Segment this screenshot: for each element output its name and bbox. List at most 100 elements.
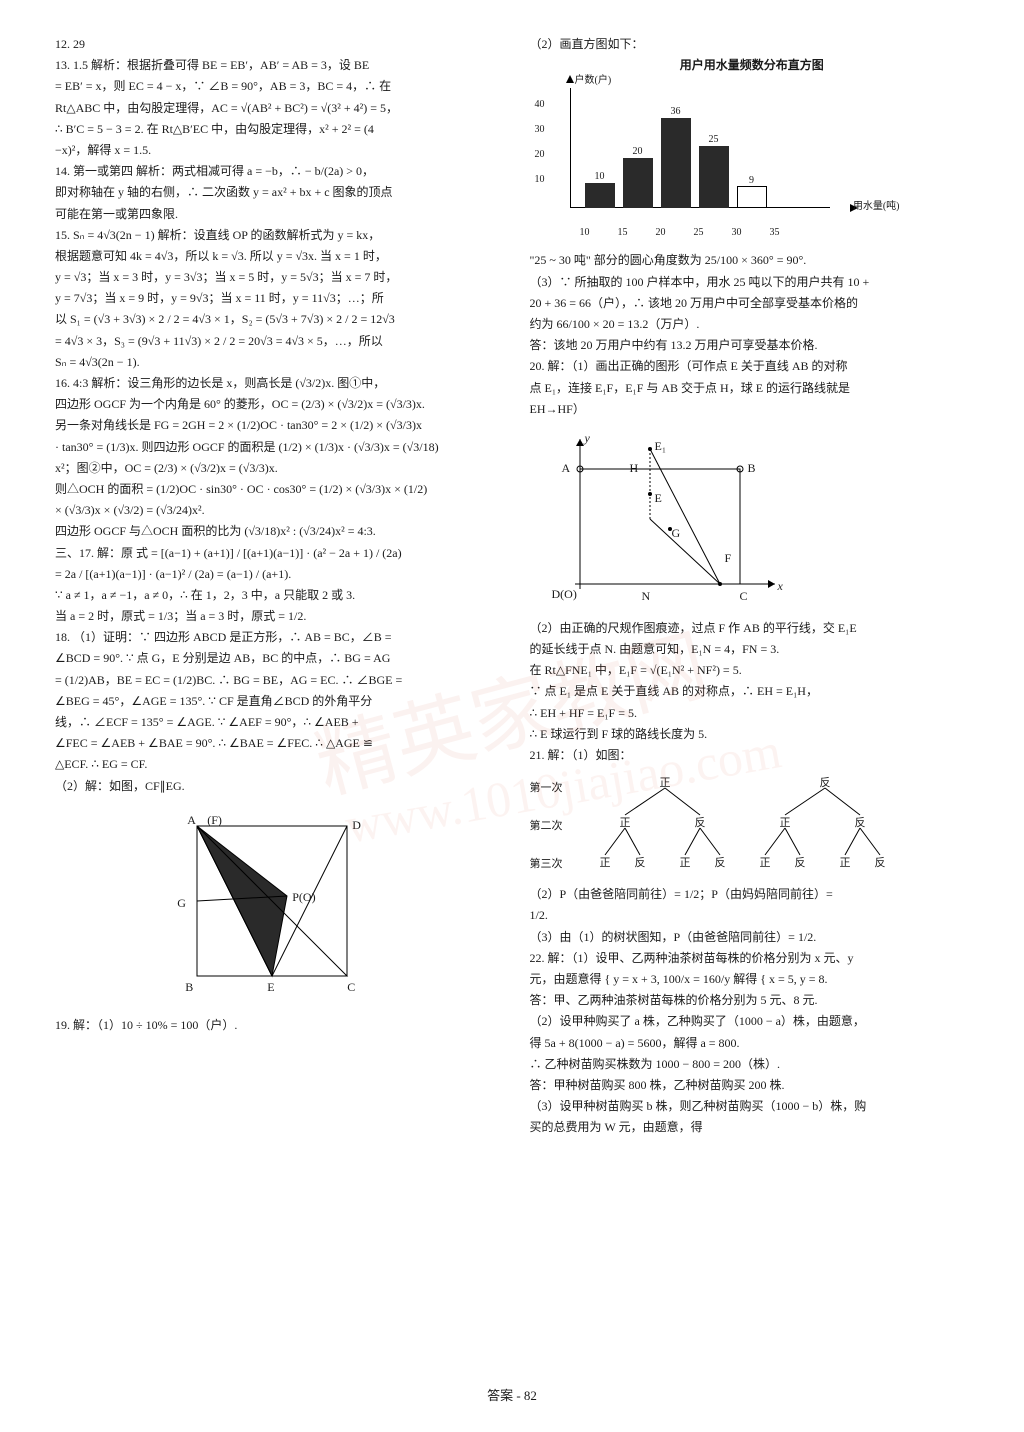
q22-l3: 答：甲、乙两种油茶树苗每株的价格分别为 5 元、8 元. (530, 991, 975, 1010)
xtick-15: 15 (618, 225, 628, 241)
y-axis-label: 户数(户) (575, 73, 612, 89)
bar-2: 36 (661, 118, 691, 208)
q20-2-l6: ∴ E 球运行到 F 球的路线长度为 5. (530, 725, 975, 744)
q22-l2: 元，由题意得 { y = x + 3, 100/x = 160/y 解得 { x… (530, 970, 975, 989)
ytick-30: 30 (535, 122, 545, 138)
q19-2-intro: （2）画直方图如下： (530, 35, 975, 54)
q20-2-l2: 的延长线于点 N. 由题意可知，E₁N = 4，FN = 3. (530, 640, 975, 659)
q19-3-l4: 答：该地 20 万用户中约有 13.2 万用户可享受基本价格. (530, 336, 975, 355)
q19: 19. 解：（1）10 ÷ 10% = 100（户）. (55, 1016, 500, 1035)
q21-2-l1: （2）P（由爸爸陪同前往）= 1/2；P（由妈妈陪同前往）= (530, 885, 975, 904)
fig20-N: N (642, 587, 651, 606)
xtick-20: 20 (656, 225, 666, 241)
q22-l8: （3）设甲种树苗购买 b 株，则乙种树苗购买（1000 − b）株，购 (530, 1097, 975, 1116)
ytick-40: 40 (535, 97, 545, 113)
left-column: 12. 29 13. 1.5 解析：根据折叠可得 BE = EB′，AB′ = … (55, 35, 500, 1139)
q22-l6: ∴ 乙种树苗购买株数为 1000 − 800 = 200（株）. (530, 1055, 975, 1074)
q18-l8: （2）解：如图，CF∥EG. (55, 777, 500, 796)
q19-3-l3: 约为 66/100 × 20 = 13.2（万户）. (530, 315, 975, 334)
q13-l5: −x)²，解得 x = 1.5. (55, 141, 500, 160)
q13-l3: Rt△ABC 中，由勾股定理得，AC = √(AB² + BC²) = √(3²… (55, 99, 500, 118)
q16-l8: 四边形 OGCF 与△OCH 面积的比为 (√3/18)x² : (√3/24)… (55, 522, 500, 541)
q16-l2: 四边形 OGCF 为一个内角是 60° 的菱形，OC = (2/3) × (√3… (55, 395, 500, 414)
q18-l1: 18. （1）证明：∵ 四边形 ABCD 是正方形，∴ AB = BC，∠B = (55, 628, 500, 647)
q17-l3: ∵ a ≠ 1，a ≠ −1，a ≠ 0，∴ 在 1，2，3 中，a 只能取 2… (55, 586, 500, 605)
q16-l3: 另一条对角线长是 FG = 2GH = 2 × (1/2)OC · tan30°… (55, 416, 500, 435)
q20-l1: 20. 解：（1）画出正确的图形（可作点 E 关于直线 AB 的对称 (530, 357, 975, 376)
bar-3: 25 (699, 146, 729, 208)
fig18-G: G (177, 894, 186, 913)
q16-l7: × (√3/3)x × (√3/2) = (√3/24)x². (55, 501, 500, 520)
q13-l2: = EB′ = x，则 EC = 4 − x，∵ ∠B = 90°，AB = 3… (55, 77, 500, 96)
fig20-E: E (655, 489, 662, 508)
q20-l2: 点 E₁，连接 E₁F，E₁F 与 AB 交于点 H，球 E 的运行路线就是 (530, 379, 975, 398)
q18-figure: A (F) D G P(O) B E C (157, 806, 397, 1006)
q22-l7: 答：甲种树苗购买 800 株，乙种树苗购买 200 株. (530, 1076, 975, 1095)
q18-l7: △ECF. ∴ EG = CF. (55, 755, 500, 774)
q20-2-l3: 在 Rt△FNE₁ 中，E₁F = √(E₁N² + NF²) = 5. (530, 661, 975, 680)
fig18-D: D (352, 816, 361, 835)
q15-l1: 15. Sₙ = 4√3(2n − 1) 解析：设直线 OP 的函数解析式为 y… (55, 226, 500, 245)
fig18-A: A (187, 811, 196, 830)
q15-l3: y = √3；当 x = 3 时，y = 3√3；当 x = 5 时，y = 5… (55, 268, 500, 287)
q17-l4: 当 a = 2 时，原式 = 1/3；当 a = 3 时，原式 = 1/2. (55, 607, 500, 626)
q22-l1: 22. 解：（1）设甲、乙两种油茶树苗每株的价格分别为 x 元、y (530, 949, 975, 968)
q21-l1: 21. 解：（1）如图： (530, 746, 975, 765)
main-columns: 12. 29 13. 1.5 解析：根据折叠可得 BE = EB′，AB′ = … (55, 35, 974, 1139)
q14-l3: 可能在第一或第四象限. (55, 205, 500, 224)
fig20-H: H (630, 459, 639, 478)
fig20-B: B (748, 459, 756, 478)
fig20-G: G (672, 524, 681, 543)
fig20-y: y (585, 429, 590, 448)
fig20-A: A (562, 459, 571, 478)
fig20-D: D(O) (552, 585, 577, 604)
q21-tree: 第一次 第二次 第三次 正 反 正 反 正 反 正 反 正 反 正 反 正 反 (530, 770, 890, 880)
x-axis-label: 用水量(吨) (853, 199, 900, 215)
q15-l4: y = 7√3；当 x = 9 时，y = 9√3；当 x = 11 时，y =… (55, 289, 500, 308)
chart-note: "25 ~ 30 吨" 部分的圆心角度数为 25/100 × 360° = 90… (530, 251, 975, 270)
q16-l1: 16. 4:3 解析：设三角形的边长是 x，则高长是 (√3/2)x. 图①中， (55, 374, 500, 393)
fig18-E: E (267, 978, 274, 997)
fig20-F: F (725, 549, 732, 568)
q18-l2: ∠BCD = 90°. ∵ 点 G，E 分别是边 AB，BC 的中点，∴ BG … (55, 649, 500, 668)
q22-l5: 得 5a + 8(1000 − a) = 5600，解得 a = 800. (530, 1034, 975, 1053)
fig18-C: C (347, 978, 355, 997)
q19-3-l2: 20 + 36 = 66（户），∴ 该地 20 万用户中可全部享受基本价格的 (530, 294, 975, 313)
ytick-20: 20 (535, 147, 545, 163)
q13-l1: 13. 1.5 解析：根据折叠可得 BE = EB′，AB′ = AB = 3，… (55, 56, 500, 75)
q16-l5: x²；图②中，OC = (2/3) × (√3/2)x = (√3/3)x. (55, 459, 500, 478)
q14-l1: 14. 第一或第四 解析：两式相减可得 a = −b，∴ − b/(2a) > … (55, 162, 500, 181)
q12: 12. 29 (55, 35, 500, 54)
fig18-P: P(O) (292, 888, 315, 907)
q13-l4: ∴ B′C = 5 − 3 = 2. 在 Rt△B′EC 中，由勾股定理得，x²… (55, 120, 500, 139)
q18-l4: ∠BEG = 45°，∠AGE = 135°. ∵ CF 是直角∠BCD 的外角… (55, 692, 500, 711)
q20-l3: EH→HF） (530, 400, 975, 419)
fig18-B: B (185, 978, 193, 997)
bar-4: 9 (737, 186, 767, 208)
xtick-30: 30 (732, 225, 742, 241)
q17-l1: 三、17. 解：原 式 = [(a−1) + (a+1)] / [(a+1)(a… (55, 544, 500, 563)
q15-l6: = 4√3 × 3，S₃ = (9√3 + 11√3) × 2 / 2 = 20… (55, 332, 500, 351)
page-footer: 答案 - 82 (0, 1386, 1024, 1407)
xtick-25: 25 (694, 225, 704, 241)
ytick-10: 10 (535, 172, 545, 188)
q15-l2: 根据题意可知 4k = 4√3，所以 k = √3. 所以 y = √3x. 当… (55, 247, 500, 266)
q15-l7: Sₙ = 4√3(2n − 1). (55, 353, 500, 372)
bar-1: 20 (623, 158, 653, 208)
q16-l6: 则△OCH 的面积 = (1/2)OC · sin30° · OC · cos3… (55, 480, 500, 499)
q18-l5: 线，∴ ∠ECF = 135° = ∠AGE. ∵ ∠AEF = 90°，∴ ∠… (55, 713, 500, 732)
q14-l2: 即对称轴在 y 轴的右侧，∴ 二次函数 y = ax² + bx + c 图象的… (55, 183, 500, 202)
fig20-x: x (778, 577, 783, 596)
fig20-C: C (740, 587, 748, 606)
q16-l4: · tan30° = (1/3)x. 则四边形 OGCF 的面积是 (1/2) … (55, 438, 500, 457)
q19-3-l1: （3）∵ 所抽取的 100 户样本中，用水 25 吨以下的用户共有 10 + (530, 273, 975, 292)
q21-2-l2: 1/2. (530, 906, 975, 925)
q22-l4: （2）设甲种购买了 a 株，乙种购买了（1000 − a）株，由题意， (530, 1012, 975, 1031)
xtick-10: 10 (580, 225, 590, 241)
bar-0: 10 (585, 183, 615, 208)
q21-3: （3）由（1）的树状图知，P（由爸爸陪同前往）= 1/2. (530, 928, 975, 947)
right-column: （2）画直方图如下： 用户用水量频数分布直方图 户数(户) 用水量(吨) 10 … (530, 35, 975, 1139)
q20-2-l1: （2）由正确的尺规作图痕迹，过点 F 作 AB 的平行线，交 E₁E (530, 619, 975, 638)
q22-l9: 买的总费用为 W 元，由题意，得 (530, 1118, 975, 1137)
q20-2-l5: ∴ EH + HF = E₁F = 5. (530, 704, 975, 723)
